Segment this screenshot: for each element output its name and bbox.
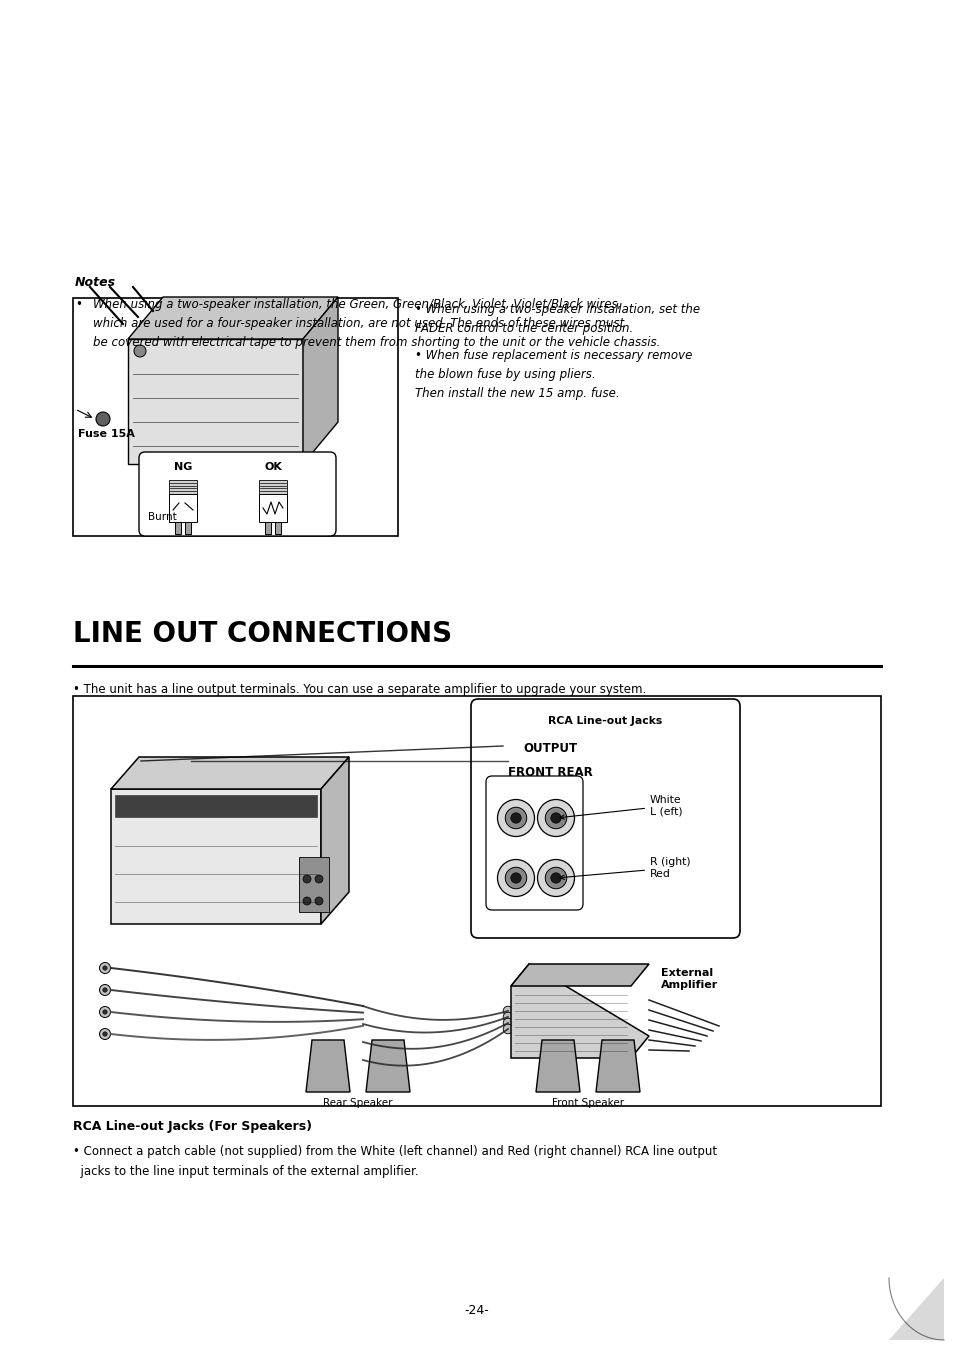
Polygon shape: [128, 297, 337, 338]
Text: When using a two-speaker installation, the Green, Green/Black, Violet, Violet/Bl: When using a two-speaker installation, t…: [92, 298, 620, 311]
Text: External
Amplifier: External Amplifier: [660, 968, 718, 991]
Text: Burnt: Burnt: [148, 512, 176, 522]
Text: LINE OUT CONNECTIONS: LINE OUT CONNECTIONS: [73, 620, 452, 648]
FancyBboxPatch shape: [298, 857, 329, 913]
Text: R (ight)
Red: R (ight) Red: [559, 857, 690, 879]
Polygon shape: [536, 1041, 579, 1092]
Text: NG: NG: [173, 462, 192, 472]
FancyBboxPatch shape: [185, 522, 191, 534]
Circle shape: [510, 813, 520, 824]
FancyBboxPatch shape: [139, 452, 335, 537]
FancyBboxPatch shape: [73, 298, 397, 537]
Circle shape: [497, 860, 534, 896]
Text: Notes: Notes: [75, 276, 116, 288]
Circle shape: [303, 875, 311, 883]
Text: Front Speaker: Front Speaker: [552, 1099, 623, 1108]
Text: RCA Line-out Jacks: RCA Line-out Jacks: [548, 716, 662, 727]
FancyBboxPatch shape: [274, 522, 281, 534]
Circle shape: [96, 412, 110, 426]
Circle shape: [502, 1006, 513, 1016]
Text: OUTPUT: OUTPUT: [522, 741, 577, 755]
Text: RCA Line-out Jacks (For Speakers): RCA Line-out Jacks (For Speakers): [73, 1120, 312, 1134]
Text: Rear Speaker: Rear Speaker: [323, 1099, 393, 1108]
Circle shape: [314, 875, 323, 883]
Circle shape: [103, 1010, 107, 1014]
Circle shape: [550, 813, 560, 824]
Circle shape: [545, 807, 566, 829]
Polygon shape: [320, 758, 349, 923]
Circle shape: [505, 807, 526, 829]
Text: • When fuse replacement is necessary remove: • When fuse replacement is necessary rem…: [415, 349, 692, 361]
Text: which are used for a four-speaker installation, are not used. The ends of these : which are used for a four-speaker instal…: [92, 317, 623, 330]
FancyBboxPatch shape: [169, 480, 196, 493]
FancyBboxPatch shape: [169, 493, 196, 522]
Circle shape: [99, 984, 111, 996]
Circle shape: [545, 867, 566, 888]
Text: the blown fuse by using pliers.: the blown fuse by using pliers.: [415, 368, 595, 380]
Circle shape: [505, 867, 526, 888]
Text: • The unit has a line output terminals. You can use a separate amplifier to upgr: • The unit has a line output terminals. …: [73, 683, 645, 696]
Circle shape: [502, 1018, 513, 1027]
Polygon shape: [888, 1278, 943, 1340]
Polygon shape: [366, 1041, 410, 1092]
Circle shape: [103, 965, 107, 971]
Polygon shape: [303, 297, 337, 464]
Text: FADER control to the center position.: FADER control to the center position.: [415, 322, 633, 336]
Circle shape: [99, 1029, 111, 1039]
FancyBboxPatch shape: [471, 700, 740, 938]
FancyBboxPatch shape: [258, 493, 287, 522]
Text: • When using a two-speaker installation, set the: • When using a two-speaker installation,…: [415, 303, 700, 315]
Circle shape: [133, 345, 146, 357]
Circle shape: [103, 1031, 107, 1037]
Circle shape: [550, 872, 560, 883]
Polygon shape: [511, 964, 648, 985]
Text: FRONT REAR: FRONT REAR: [507, 766, 592, 779]
FancyBboxPatch shape: [258, 480, 287, 493]
Text: Then install the new 15 amp. fuse.: Then install the new 15 amp. fuse.: [415, 387, 619, 399]
Circle shape: [497, 799, 534, 837]
Circle shape: [103, 988, 107, 992]
Polygon shape: [111, 789, 320, 923]
FancyBboxPatch shape: [115, 795, 316, 817]
Text: White
L (eft): White L (eft): [559, 795, 682, 820]
Circle shape: [510, 872, 520, 883]
Circle shape: [303, 896, 311, 905]
FancyBboxPatch shape: [73, 696, 880, 1105]
Polygon shape: [511, 964, 648, 1058]
Circle shape: [537, 860, 574, 896]
Circle shape: [314, 896, 323, 905]
Polygon shape: [111, 758, 349, 789]
Polygon shape: [128, 338, 303, 464]
Circle shape: [537, 799, 574, 837]
Text: •: •: [75, 298, 82, 311]
Text: jacks to the line input terminals of the external amplifier.: jacks to the line input terminals of the…: [73, 1165, 418, 1178]
FancyBboxPatch shape: [265, 522, 271, 534]
FancyBboxPatch shape: [174, 522, 181, 534]
Text: • Connect a patch cable (not supplied) from the White (left channel) and Red (ri: • Connect a patch cable (not supplied) f…: [73, 1144, 717, 1158]
Circle shape: [502, 1012, 513, 1022]
Text: OK: OK: [264, 462, 282, 472]
Text: -24-: -24-: [464, 1304, 489, 1317]
Circle shape: [99, 962, 111, 973]
Text: be covered with electrical tape to prevent them from shorting to the unit or the: be covered with electrical tape to preve…: [92, 336, 659, 349]
Circle shape: [99, 1007, 111, 1018]
Circle shape: [502, 1024, 513, 1034]
Polygon shape: [596, 1041, 639, 1092]
Polygon shape: [306, 1041, 350, 1092]
Text: Fuse 15A: Fuse 15A: [78, 429, 134, 439]
